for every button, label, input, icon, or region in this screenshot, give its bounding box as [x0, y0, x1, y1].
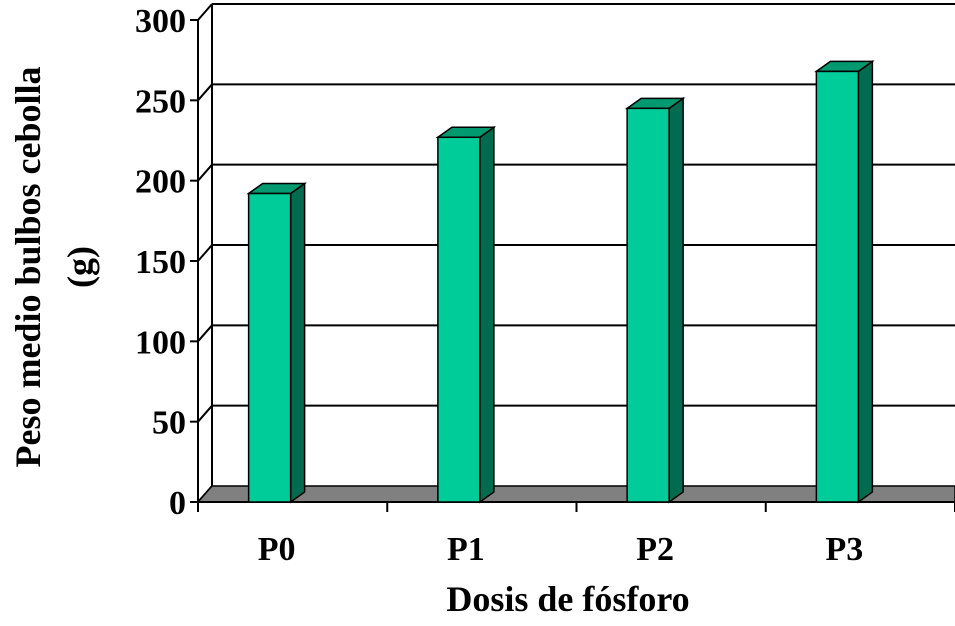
y-axis-title-line2: (g)	[60, 246, 100, 288]
bar-front	[437, 136, 481, 503]
bar-p3	[814, 59, 875, 504]
x-tick-label: P3	[825, 531, 863, 568]
bar-side	[289, 182, 306, 504]
x-tick-label: P2	[636, 531, 674, 568]
y-tick-label: 50	[152, 405, 186, 442]
bar-p2	[624, 96, 686, 504]
bar-side	[668, 96, 684, 504]
gridline-depth	[197, 405, 213, 423]
gridline-depth	[197, 324, 213, 342]
labels: 0 50 100 150 200 250 300 P0 P1 P2 P3	[135, 3, 863, 568]
x-axis-title: Dosis de fósforo	[446, 579, 689, 619]
y-axis-title-line1: Peso medio bulbos cebolla	[8, 66, 48, 467]
gridline-depth	[197, 244, 213, 262]
gridline-depth	[197, 83, 213, 101]
gridline-depth	[197, 164, 213, 182]
y-tick-label: 0	[169, 485, 186, 522]
x-tick-label: P1	[447, 531, 485, 568]
gridline-depth	[197, 3, 213, 21]
bar-p1	[435, 125, 497, 504]
bars	[246, 59, 875, 504]
y-tick-label: 100	[135, 324, 186, 361]
y-axis-title-group: Peso medio bulbos cebolla (g)	[8, 66, 100, 467]
y-tick-label: 150	[135, 244, 186, 281]
bar-side	[857, 59, 874, 504]
x-tick-label: P0	[258, 531, 296, 568]
y-tick-label: 200	[135, 164, 186, 201]
y-tick-label: 300	[135, 3, 186, 40]
bar-front	[815, 70, 860, 503]
bar-side	[479, 125, 495, 504]
bar-p0	[246, 182, 307, 504]
bar-front	[247, 192, 292, 503]
bar-front	[626, 107, 670, 503]
y-tick-label: 250	[135, 83, 186, 120]
